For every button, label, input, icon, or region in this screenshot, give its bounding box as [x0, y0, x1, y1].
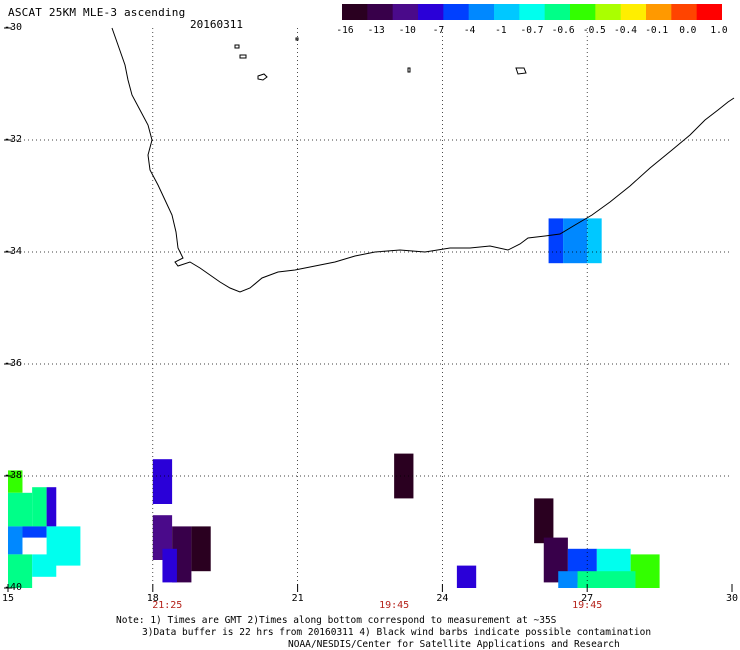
data-cell — [8, 526, 23, 555]
data-cell — [548, 218, 564, 264]
data-cell — [22, 526, 47, 538]
lon-label: 30 — [725, 593, 739, 604]
colorbar-tick-label: -7 — [432, 25, 445, 36]
coastline — [111, 27, 735, 293]
date-label: 20160311 — [190, 18, 243, 31]
lon-label: 24 — [436, 593, 449, 604]
island-5 — [407, 67, 411, 73]
colorbar-tick-label: -0.1 — [645, 25, 669, 36]
lon-label: 18 — [146, 593, 159, 604]
colorbar-tick-label: -4 — [463, 25, 476, 36]
data-cell — [456, 565, 477, 588]
lat-label: -38 — [4, 470, 23, 481]
lat-label: -36 — [4, 358, 23, 369]
island-2 — [239, 54, 247, 59]
colorbar-swatch — [392, 4, 419, 20]
colorbar-tick-label: -16 — [336, 25, 354, 36]
island-4 — [515, 67, 527, 75]
note-line-3: NOAA/NESDIS/Center for Satellite Applica… — [288, 639, 620, 650]
time-label: 19:45 — [572, 600, 603, 611]
colorbar-swatch — [418, 4, 444, 20]
lon-label: 27 — [581, 593, 594, 604]
colorbar-swatch — [494, 4, 520, 20]
colorbar-tick-label: 1.0 — [710, 25, 728, 36]
colorbar-tick-label: -13 — [367, 25, 385, 36]
colorbar-tick-label: -0.6 — [551, 25, 575, 36]
lat-label: -30 — [4, 22, 23, 33]
colorbar-swatch — [570, 4, 596, 20]
lon-label: 21 — [291, 593, 304, 604]
colorbar-tick-label: -0.5 — [582, 25, 606, 36]
data-cell — [534, 498, 554, 544]
lat-label: -34 — [4, 246, 23, 257]
colorbar-tick-label: -10 — [398, 25, 416, 36]
colorbar-swatch — [595, 4, 622, 20]
lat-label: -40 — [4, 582, 23, 593]
note-line-2: 3)Data buffer is 22 hrs from 20160311 4)… — [142, 627, 652, 638]
data-cell — [162, 548, 177, 583]
data-cell — [394, 453, 414, 499]
data-cell — [8, 554, 33, 588]
data-cell — [32, 554, 57, 577]
colorbar-tick-label: -0.4 — [614, 25, 637, 36]
island-3 — [257, 73, 268, 81]
axes-frame — [4, 27, 733, 592]
colorbar-swatch — [646, 4, 672, 20]
data-cell — [32, 487, 47, 527]
data-cell — [587, 218, 602, 264]
title: ASCAT 25KM MLE-3 ascending — [8, 6, 186, 19]
colorbar-tick-label: 0.0 — [679, 25, 697, 36]
data-cells — [8, 218, 660, 588]
data-cell — [172, 526, 192, 583]
data-cell — [606, 571, 636, 588]
colorbar-swatch — [342, 4, 368, 20]
colorbar-swatch — [443, 4, 470, 20]
colorbar-tick-label: -0.7 — [520, 25, 544, 36]
colorbar-tick-label: -1 — [495, 25, 507, 36]
data-cell — [191, 526, 211, 572]
lon-label: 15 — [1, 593, 15, 604]
colorbar-swatch — [620, 4, 647, 20]
data-cell — [577, 571, 607, 588]
colorbar-swatch — [671, 4, 698, 20]
colorbar-swatch — [468, 4, 495, 20]
colorbar-swatch — [519, 4, 546, 20]
colorbar-swatch — [544, 4, 571, 20]
time-label: 21:25 — [152, 600, 183, 611]
time-label: 19:45 — [379, 600, 410, 611]
lat-label: -32 — [4, 134, 23, 145]
colorbar — [342, 4, 722, 20]
note-line-1: Note: 1) Times are GMT 2)Times along bot… — [116, 615, 557, 626]
colorbar-swatch — [696, 4, 722, 20]
data-cell — [558, 571, 578, 588]
coastline-path — [111, 27, 735, 293]
data-cell — [46, 487, 57, 527]
data-cell — [152, 459, 173, 504]
island-6 — [295, 37, 299, 41]
data-cell — [563, 218, 588, 264]
data-cell — [8, 492, 33, 527]
island-1 — [234, 44, 240, 49]
colorbar-swatch — [367, 4, 394, 20]
grid-lines — [8, 28, 732, 588]
